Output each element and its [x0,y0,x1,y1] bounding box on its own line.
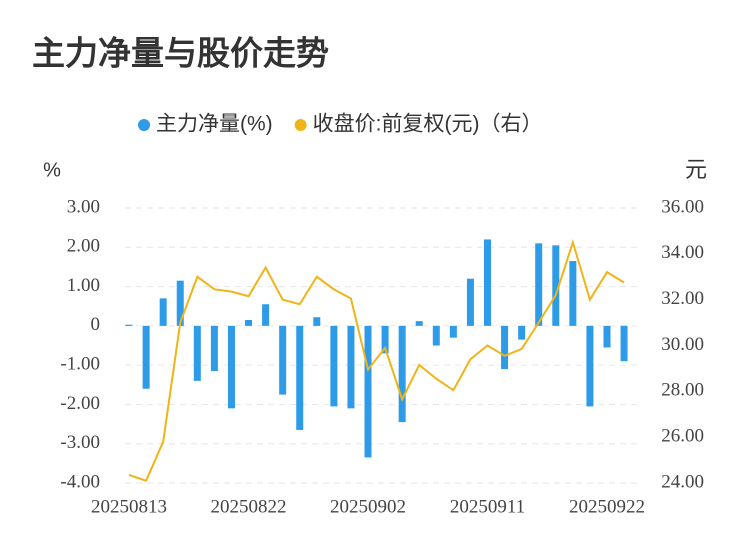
bar [501,325,509,370]
legend-marker [138,119,150,131]
bar [330,325,338,407]
x-tick-label: 20250813 [91,496,167,517]
x-tick-label: 20250902 [330,496,406,517]
bar [279,325,287,395]
legend-marker [294,119,307,131]
bar [518,325,526,340]
bar [484,239,492,326]
bar [381,325,389,354]
y-tick-label: 3.00 [67,196,100,217]
y-tick-label: -1.00 [60,354,100,375]
legend-label: 收盘价:前复权(元)（右） [313,113,543,136]
y2-tick-label: 36.00 [661,196,704,217]
bar [552,245,560,326]
bar [586,325,594,407]
bar [227,325,235,409]
y-tick-label: 1.00 [67,275,100,296]
bar [142,325,150,389]
y2-tick-label: 32.00 [661,288,704,309]
x-tick-label: 20250922 [569,496,645,517]
bar [296,325,304,430]
bar [398,325,406,423]
bar [535,243,543,326]
chart-title: 主力净量与股价走势 [32,35,329,72]
bar [364,325,372,458]
bar [210,325,218,372]
bar [262,304,270,326]
bar [193,325,201,381]
x-tick-label: 20250911 [450,496,525,517]
bar [603,325,611,348]
bar [432,325,440,346]
y2-axis-unit: 元 [685,157,707,182]
y-axis-unit: % [43,159,61,181]
y-tick-label: -4.00 [60,471,100,492]
y-tick-label: -3.00 [60,432,100,453]
y-tick-label: 2.00 [67,236,100,257]
y-tick-label: 0 [91,314,101,335]
bar [176,280,184,326]
bar [466,278,474,326]
bar [569,261,577,326]
y-tick-label: -2.00 [60,393,100,414]
y2-tick-label: 24.00 [661,471,704,492]
x-tick-label: 20250822 [211,496,287,517]
bar [347,325,355,409]
y2-tick-label: 28.00 [661,380,704,401]
bar [415,321,423,326]
bar [449,325,457,338]
bar [159,298,167,326]
bar [125,324,133,326]
bar [620,325,628,362]
y2-tick-label: 34.00 [661,242,704,263]
legend-label: 主力净量(%) [156,113,273,136]
bar [245,319,253,326]
y2-tick-label: 26.00 [661,426,704,447]
price-line [128,239,625,482]
y2-tick-label: 30.00 [661,334,704,355]
bar [313,317,321,326]
